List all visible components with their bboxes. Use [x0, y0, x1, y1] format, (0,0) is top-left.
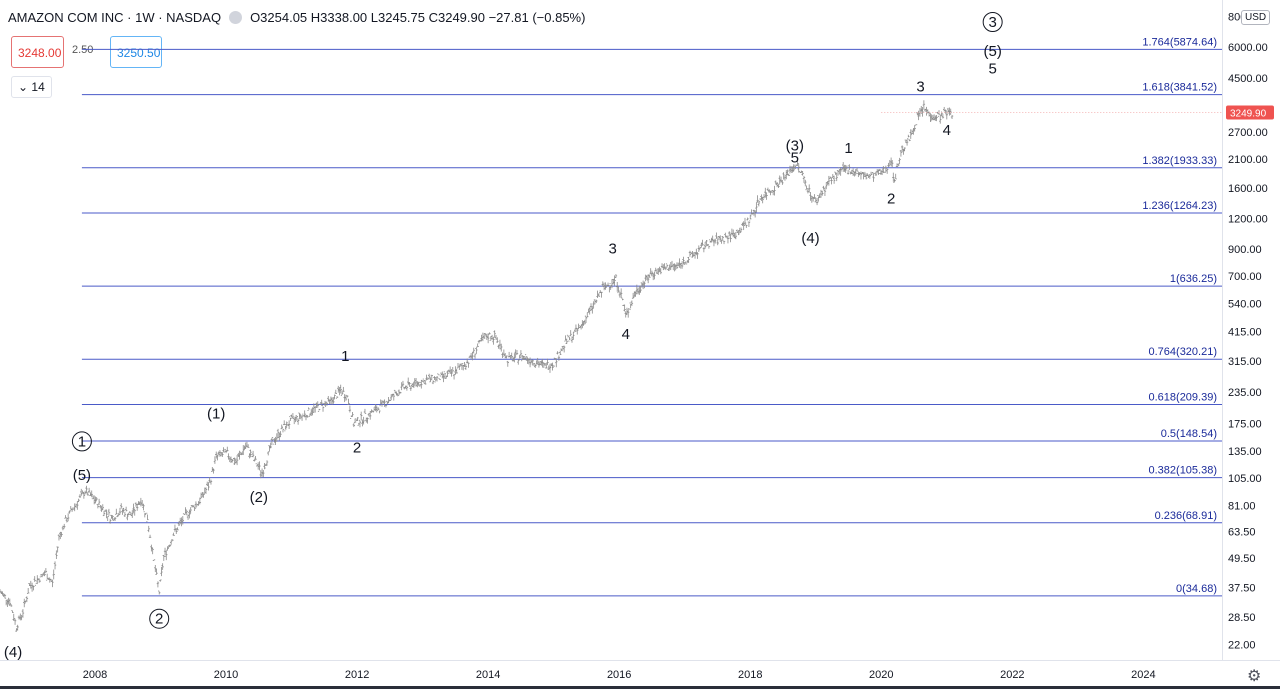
wave-label-circle	[149, 608, 170, 629]
wave-label: 3	[916, 78, 924, 95]
x-tick-label: 2016	[607, 669, 631, 681]
x-tick-label: 2022	[1000, 669, 1024, 681]
wave-label: 1	[341, 348, 349, 365]
wave-label: (4)	[801, 230, 819, 247]
wave-label: 2	[155, 611, 163, 628]
wave-label: 5	[791, 149, 799, 166]
chevron-down-icon: ⌄	[18, 80, 29, 94]
y-tick-label: 6000.00	[1228, 42, 1268, 54]
last-price-tag	[1226, 105, 1274, 120]
fib-level-label: 0.764(320.21)	[1149, 346, 1218, 358]
fib-level-label: 1.382(1933.33)	[1142, 155, 1217, 167]
y-tick-label: 49.50	[1228, 553, 1256, 565]
wave-label: (5)	[983, 43, 1001, 60]
indicators-count: 14	[31, 80, 45, 94]
x-tick-label: 2018	[738, 669, 762, 681]
wave-label: (1)	[207, 406, 225, 423]
x-tick-label: 2014	[476, 669, 500, 681]
symbol-title[interactable]: AMAZON COM INC · 1W · NASDAQ	[8, 10, 222, 25]
x-tick-label: 2020	[869, 669, 893, 681]
market-status-icon	[229, 11, 243, 24]
y-tick-label: 63.50	[1228, 527, 1256, 539]
wave-label: (5)	[73, 467, 91, 484]
wave-label: 2	[887, 190, 895, 207]
fib-level-label: 0.618(209.39)	[1149, 391, 1218, 403]
fib-level-label: 0(34.68)	[1176, 583, 1217, 595]
wave-label: 1	[78, 433, 86, 450]
wave-label-circle	[71, 431, 92, 452]
indicators-toggle[interactable]: ⌄ 14	[11, 76, 52, 98]
x-tick-label: 2024	[1131, 669, 1155, 681]
wave-label: 3	[608, 241, 616, 258]
y-tick-label: 415.00	[1228, 327, 1262, 339]
y-tick-label: 175.00	[1228, 419, 1262, 431]
x-tick-label: 2012	[345, 669, 369, 681]
chart-header: AMAZON COM INC · 1W · NASDAQ O3254.05 H33…	[8, 10, 585, 25]
currency-label[interactable]: USD	[1241, 10, 1271, 25]
y-tick-label: 135.00	[1228, 446, 1262, 458]
y-tick-label: 22.00	[1228, 639, 1256, 651]
y-tick-label: 900.00	[1228, 244, 1262, 256]
y-tick-label: 1200.00	[1228, 214, 1268, 226]
fib-level-label: 1.764(5874.64)	[1142, 36, 1217, 48]
wave-label-circle	[982, 12, 1003, 33]
wave-label: (4)	[4, 644, 22, 661]
fib-level-label: 1.236(1264.23)	[1142, 200, 1217, 212]
fib-level-label: 0.5(148.54)	[1161, 428, 1217, 440]
wave-label: 1	[844, 140, 852, 157]
y-tick-label: 315.00	[1228, 356, 1262, 368]
ohlc-bars	[0, 100, 954, 632]
bottom-border	[0, 686, 1280, 689]
fib-level-label: 1.618(3841.52)	[1142, 82, 1217, 94]
y-tick-label: 81.00	[1228, 501, 1256, 513]
spread-value: 2.50	[72, 44, 94, 56]
y-tick-label: 2100.00	[1228, 154, 1268, 166]
y-tick-label: 540.00	[1228, 299, 1262, 311]
fib-level-label: 1(636.25)	[1170, 273, 1217, 285]
x-tick-label: 2010	[214, 669, 238, 681]
y-tick-label: 2700.00	[1228, 127, 1268, 139]
y-tick-label: 1600.00	[1228, 183, 1268, 195]
wave-label: 3	[988, 14, 996, 31]
x-tick-label: 2008	[83, 669, 107, 681]
wave-label: 5	[988, 61, 996, 78]
y-tick-label: 235.00	[1228, 387, 1262, 399]
y-tick-label: 28.50	[1228, 612, 1256, 624]
y-tick-label: 105.00	[1228, 473, 1262, 485]
ohlc-values: O3254.05 H3338.00 L3245.75 C3249.90 −27.…	[250, 10, 586, 25]
wave-label: 2	[353, 439, 361, 456]
y-tick-label: 37.50	[1228, 583, 1256, 595]
wave-label: 4	[943, 122, 951, 139]
fib-level-label: 0.236(68.91)	[1155, 510, 1217, 522]
wave-label: (2)	[250, 489, 268, 506]
y-tick-label: 4500.00	[1228, 73, 1268, 85]
last-price-label: 3249.90	[1230, 108, 1267, 119]
gear-icon[interactable]: ⚙	[1247, 668, 1262, 685]
wave-label: 4	[622, 326, 630, 343]
y-tick-label: 700.00	[1228, 271, 1262, 283]
fib-level-label: 0.382(105.38)	[1149, 465, 1218, 477]
wave-label: (3)	[786, 138, 804, 155]
sell-button[interactable]: 3248.00	[11, 36, 64, 68]
